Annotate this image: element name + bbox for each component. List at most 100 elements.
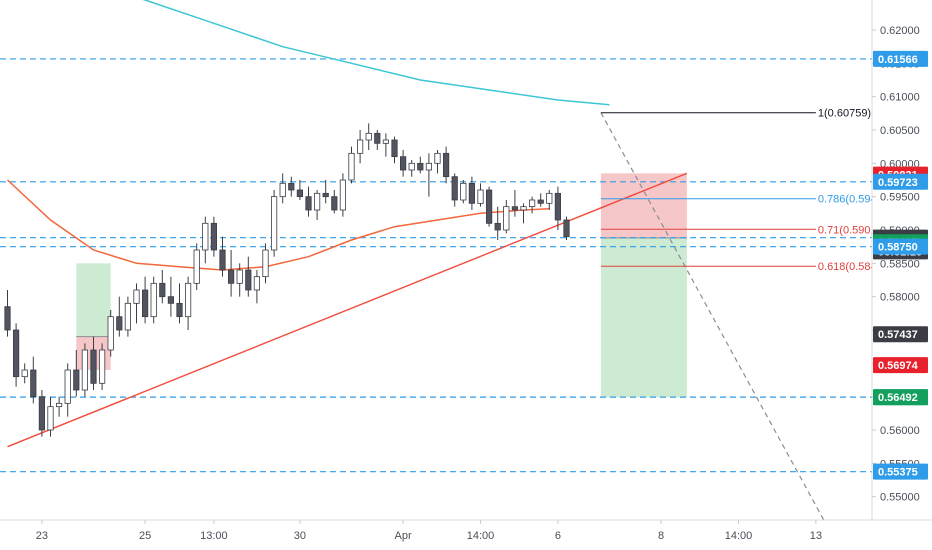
candle (322, 180, 329, 204)
candle-body (563, 219, 570, 238)
trendline (7, 172, 688, 448)
candle (365, 123, 372, 150)
candle-body (90, 349, 97, 384)
candle-body (193, 249, 200, 284)
candle-body (21, 369, 28, 378)
candle (529, 196, 536, 214)
candle-body (348, 152, 355, 181)
candle-body (529, 199, 536, 208)
candle (64, 363, 71, 417)
candle-body (133, 289, 140, 304)
candle-body (56, 402, 63, 408)
price-tick-label: 0.61000 (880, 92, 920, 104)
price-label-text: 0.55375 (878, 467, 918, 479)
candle-body (64, 369, 71, 404)
candle (434, 150, 441, 174)
candle (356, 130, 364, 164)
price-axis-background (872, 0, 932, 550)
candle-body (279, 182, 286, 198)
candle (460, 180, 467, 204)
time-axis[interactable]: 23 25 13:00 30 Apr 14:00 6 8 14:00 13 (36, 520, 822, 542)
candle-body (210, 222, 217, 251)
short-target-zone (600, 238, 687, 398)
candle-body (408, 162, 415, 171)
candle (296, 180, 304, 200)
candle (236, 263, 243, 297)
candle-body (322, 192, 329, 198)
price-label-badge (873, 389, 928, 406)
candle (38, 390, 46, 437)
candle (305, 186, 312, 217)
candle (503, 200, 510, 234)
candle-body (425, 162, 433, 171)
time-tick-label: 14:00 (467, 530, 495, 542)
candle (262, 243, 269, 284)
candle-body (202, 222, 209, 251)
candle (167, 276, 174, 317)
candle-body (116, 316, 123, 331)
candle (288, 176, 295, 197)
candle (537, 193, 544, 207)
time-tick-label: 14:00 (725, 530, 753, 542)
candle-body (167, 296, 174, 304)
candle-body (38, 396, 46, 431)
candle-body (356, 139, 364, 154)
candle (391, 136, 398, 164)
time-tick-label: 6 (555, 530, 561, 542)
price-tick-label: 0.56000 (880, 425, 920, 437)
candle (485, 186, 493, 227)
candle-body (494, 222, 501, 231)
horizontal-levels (0, 58, 872, 473)
candle-body (288, 182, 295, 191)
candle-body (503, 206, 510, 231)
candle-body (270, 196, 278, 251)
price-label-badge (873, 326, 928, 343)
candle (30, 356, 37, 404)
candle (99, 343, 106, 390)
candle (417, 156, 424, 174)
price-tick-label: 0.59500 (880, 192, 920, 204)
candle (73, 350, 80, 397)
time-tick-label: Apr (395, 530, 412, 542)
candle (150, 276, 157, 324)
candle-body (554, 192, 562, 221)
candle (313, 190, 321, 220)
candle (339, 173, 347, 217)
candle (442, 146, 450, 184)
time-tick-label: 13:00 (200, 530, 228, 542)
candle-body (399, 156, 407, 171)
candle-body (47, 406, 54, 431)
candle (546, 190, 553, 210)
price-label-badge (873, 173, 928, 190)
candle-body (374, 132, 381, 144)
moving-average-line (6, 179, 550, 271)
candle (245, 256, 252, 297)
candle-body (219, 249, 226, 271)
candle (468, 176, 476, 210)
candle (81, 343, 88, 397)
candle-body (520, 206, 527, 211)
candle (227, 250, 235, 297)
fib-level-label: 0.71(0.59011) (818, 224, 886, 236)
candle-body (331, 196, 338, 211)
candle (133, 283, 140, 324)
candle (399, 150, 407, 177)
price-tick-label: 0.58000 (880, 292, 920, 304)
candle-body (245, 269, 252, 291)
candle (408, 160, 415, 177)
candle-body (339, 179, 347, 211)
candle-body (537, 199, 544, 204)
candle (425, 153, 433, 197)
candle-body (150, 282, 157, 318)
candle-body (253, 276, 260, 291)
candle-body (313, 192, 321, 211)
candle-body (511, 206, 519, 211)
candle (253, 270, 260, 304)
candle (4, 290, 11, 337)
candle-body (305, 196, 312, 211)
long-target-zone (76, 263, 111, 337)
candle-body (73, 369, 80, 391)
price-axis[interactable]: 0.620000.615000.610000.605000.600000.595… (872, 25, 920, 504)
